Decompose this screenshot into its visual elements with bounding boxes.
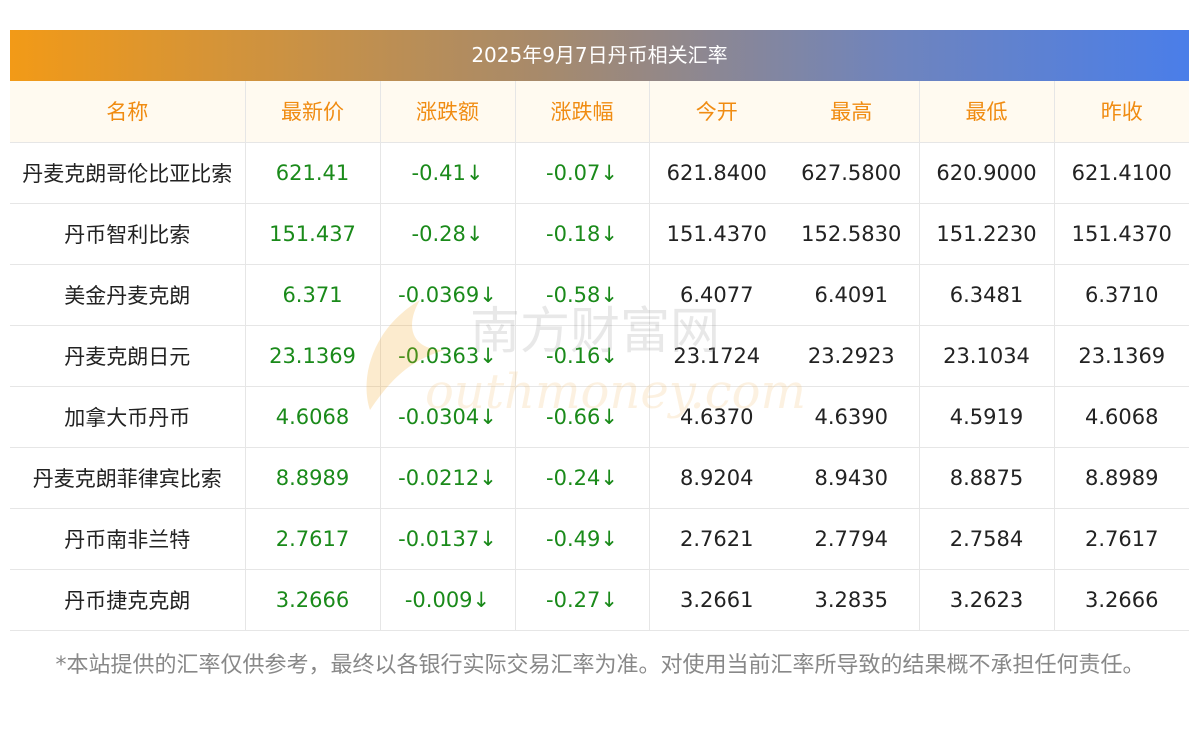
- cell-low: 620.9000: [919, 142, 1055, 204]
- cell-pct: -0.16↓: [515, 325, 650, 387]
- cell-prev: 23.1369: [1054, 325, 1189, 387]
- cell-latest: 151.437: [245, 203, 381, 265]
- column-header-latest: 最新价: [245, 81, 381, 143]
- cell-pct: -0.66↓: [515, 386, 650, 448]
- cell-name: 加拿大币丹币: [10, 386, 246, 448]
- cell-prev: 6.3710: [1054, 264, 1189, 326]
- cell-low: 8.8875: [919, 447, 1055, 509]
- cell-open: 6.4077: [649, 264, 784, 326]
- cell-high: 6.4091: [784, 264, 920, 326]
- cell-change: -0.41↓: [380, 142, 516, 204]
- cell-high: 627.5800: [784, 142, 920, 204]
- cell-high: 8.9430: [784, 447, 920, 509]
- cell-name: 丹麦克朗哥伦比亚比索: [10, 142, 246, 204]
- cell-pct: -0.27↓: [515, 569, 650, 631]
- cell-high: 4.6390: [784, 386, 920, 448]
- column-header-prev: 昨收: [1054, 81, 1189, 143]
- column-header-pct: 涨跌幅: [515, 81, 650, 143]
- cell-prev: 151.4370: [1054, 203, 1189, 265]
- cell-latest: 621.41: [245, 142, 381, 204]
- cell-latest: 8.8989: [245, 447, 381, 509]
- cell-change: -0.009↓: [380, 569, 516, 631]
- cell-prev: 4.6068: [1054, 386, 1189, 448]
- cell-latest: 6.371: [245, 264, 381, 326]
- cell-pct: -0.24↓: [515, 447, 650, 509]
- table-row: 丹麦克朗日元 23.1369 -0.0363↓ -0.16↓ 23.1724 23.292…: [10, 325, 1189, 387]
- cell-change: -0.0369↓: [380, 264, 516, 326]
- cell-latest: 4.6068: [245, 386, 381, 448]
- column-header-open: 今开: [649, 81, 784, 143]
- cell-open: 2.7621: [649, 508, 784, 570]
- cell-latest: 3.2666: [245, 569, 381, 631]
- table-title: 2025年9月7日丹币相关汇率: [10, 30, 1189, 81]
- column-header-high: 最高: [784, 81, 920, 143]
- cell-open: 151.4370: [649, 203, 784, 265]
- table-row: 丹麦克朗哥伦比亚比索 621.41 -0.41↓ -0.07↓ 621.8400 627.…: [10, 142, 1189, 204]
- cell-latest: 2.7617: [245, 508, 381, 570]
- cell-high: 2.7794: [784, 508, 920, 570]
- cell-change: -0.0212↓: [380, 447, 516, 509]
- cell-low: 4.5919: [919, 386, 1055, 448]
- cell-pct: -0.07↓: [515, 142, 650, 204]
- cell-prev: 8.8989: [1054, 447, 1189, 509]
- cell-name: 丹麦克朗日元: [10, 325, 246, 387]
- cell-latest: 23.1369: [245, 325, 381, 387]
- cell-prev: 3.2666: [1054, 569, 1189, 631]
- column-header-name: 名称: [10, 81, 246, 143]
- cell-name: 丹币智利比索: [10, 203, 246, 265]
- cell-pct: -0.58↓: [515, 264, 650, 326]
- column-header-low: 最低: [919, 81, 1055, 143]
- cell-high: 23.2923: [784, 325, 920, 387]
- cell-change: -0.0137↓: [380, 508, 516, 570]
- cell-open: 4.6370: [649, 386, 784, 448]
- cell-low: 23.1034: [919, 325, 1055, 387]
- cell-change: -0.28↓: [380, 203, 516, 265]
- cell-low: 151.2230: [919, 203, 1055, 265]
- cell-open: 23.1724: [649, 325, 784, 387]
- cell-prev: 2.7617: [1054, 508, 1189, 570]
- table-row: 丹币智利比索 151.437 -0.28↓ -0.18↓ 151.4370 152.583…: [10, 203, 1189, 265]
- table-header-row: 名称 最新价 涨跌额 涨跌幅 今开 最高 最低 昨收: [10, 81, 1189, 143]
- cell-name: 丹币捷克克朗: [10, 569, 246, 631]
- cell-name: 丹币南非兰特: [10, 508, 246, 570]
- cell-pct: -0.49↓: [515, 508, 650, 570]
- table-row: 丹币南非兰特 2.7617 -0.0137↓ -0.49↓ 2.7621 2.7794 2.…: [10, 508, 1189, 570]
- table-row: 美金丹麦克朗 6.371 -0.0369↓ -0.58↓ 6.4077 6.4091 6.3…: [10, 264, 1189, 326]
- cell-open: 3.2661: [649, 569, 784, 631]
- cell-prev: 621.4100: [1054, 142, 1189, 204]
- cell-change: -0.0363↓: [380, 325, 516, 387]
- cell-low: 2.7584: [919, 508, 1055, 570]
- cell-high: 152.5830: [784, 203, 920, 265]
- cell-high: 3.2835: [784, 569, 920, 631]
- cell-low: 6.3481: [919, 264, 1055, 326]
- table-row: 丹币捷克克朗 3.2666 -0.009↓ -0.27↓ 3.2661 3.2835 3.2…: [10, 569, 1189, 631]
- cell-name: 美金丹麦克朗: [10, 264, 246, 326]
- cell-name: 丹麦克朗菲律宾比索: [10, 447, 246, 509]
- cell-open: 8.9204: [649, 447, 784, 509]
- rates-panel: 2025年9月7日丹币相关汇率 名称 最新价 涨跌额 涨跌幅 今开 最高 最低 …: [10, 30, 1189, 631]
- table-row: 加拿大币丹币 4.6068 -0.0304↓ -0.66↓ 4.6370 4.6390 4.…: [10, 386, 1189, 448]
- column-header-change: 涨跌额: [380, 81, 516, 143]
- cell-change: -0.0304↓: [380, 386, 516, 448]
- disclaimer-text: *本站提供的汇率仅供参考，最终以各银行实际交易汇率为准。对使用当前汇率所导致的结…: [55, 653, 1145, 678]
- cell-pct: -0.18↓: [515, 203, 650, 265]
- rates-table: 名称 最新价 涨跌额 涨跌幅 今开 最高 最低 昨收 丹麦克朗哥伦比亚比索 621…: [10, 81, 1189, 631]
- cell-low: 3.2623: [919, 569, 1055, 631]
- cell-open: 621.8400: [649, 142, 784, 204]
- table-row: 丹麦克朗菲律宾比索 8.8989 -0.0212↓ -0.24↓ 8.9204 8.943…: [10, 447, 1189, 509]
